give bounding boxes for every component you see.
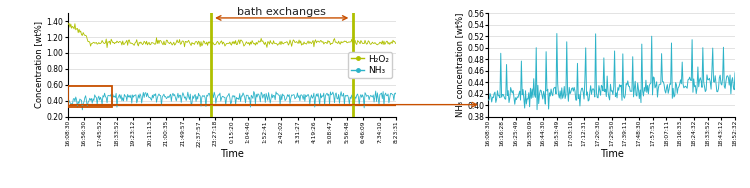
- Legend: H₂O₂, NH₃: H₂O₂, NH₃: [348, 52, 392, 78]
- X-axis label: Time: Time: [220, 149, 244, 159]
- Text: bath exchanges: bath exchanges: [237, 7, 326, 17]
- Y-axis label: NH₃ concentration [wt%]: NH₃ concentration [wt%]: [455, 13, 464, 117]
- Y-axis label: Concentration [wt%]: Concentration [wt%]: [34, 21, 44, 108]
- X-axis label: Time: Time: [600, 149, 624, 159]
- Bar: [68, 86, 112, 107]
